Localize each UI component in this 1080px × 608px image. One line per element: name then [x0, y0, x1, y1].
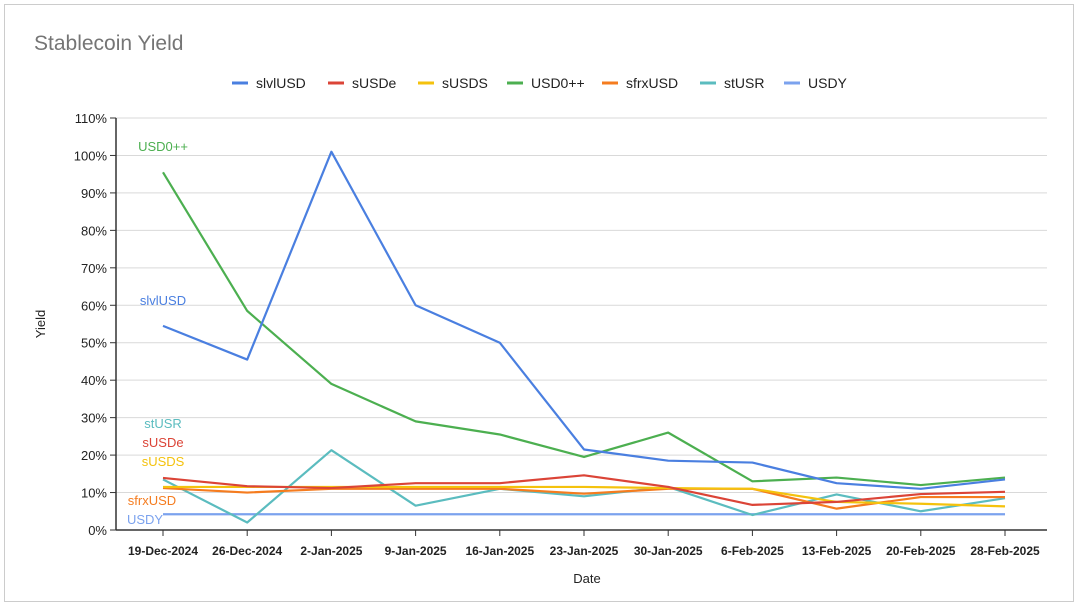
x-tick-label: 13-Feb-2025 — [802, 544, 872, 558]
annotation-USDY: USDY — [127, 512, 163, 527]
x-tick-label: 2-Jan-2025 — [300, 544, 362, 558]
x-axis-label: Date — [573, 571, 600, 586]
legend-label-USDY: USDY — [808, 75, 848, 91]
chart-title: Stablecoin Yield — [34, 32, 184, 55]
annotation-stUSR: stUSR — [144, 416, 182, 431]
y-tick-label: 90% — [81, 186, 107, 201]
y-tick-label: 40% — [81, 373, 107, 388]
x-tick-label: 16-Jan-2025 — [465, 544, 534, 558]
annotation-sUSDe: sUSDe — [142, 435, 183, 450]
annotation-sUSDS: sUSDS — [142, 454, 185, 469]
annotation-USD0++: USD0++ — [138, 139, 188, 154]
y-tick-label: 50% — [81, 336, 107, 351]
y-tick-label: 20% — [81, 448, 107, 463]
legend-label-slvlUSD: slvlUSD — [256, 75, 306, 91]
x-tick-label: 30-Jan-2025 — [634, 544, 703, 558]
y-tick-label: 70% — [81, 261, 107, 276]
x-tick-label: 19-Dec-2024 — [128, 544, 198, 558]
annotation-slvlUSD: slvlUSD — [140, 293, 186, 308]
legend-label-sUSDS: sUSDS — [442, 75, 488, 91]
y-tick-label: 80% — [81, 223, 107, 238]
x-tick-label: 20-Feb-2025 — [886, 544, 956, 558]
x-tick-label: 26-Dec-2024 — [212, 544, 282, 558]
y-tick-label: 100% — [74, 148, 108, 163]
y-tick-label: 10% — [81, 486, 107, 501]
x-tick-label: 23-Jan-2025 — [550, 544, 619, 558]
x-tick-label: 6-Feb-2025 — [721, 544, 784, 558]
x-tick-label: 28-Feb-2025 — [970, 544, 1040, 558]
legend-label-stUSR: stUSR — [724, 75, 764, 91]
series-line-slvlUSD — [162, 150, 1006, 490]
chart-frame — [4, 4, 1074, 602]
y-tick-label: 110% — [75, 111, 108, 126]
series-line-USD0++ — [162, 171, 1006, 487]
y-tick-label: 60% — [81, 298, 107, 313]
annotation-sfrxUSD: sfrxUSD — [128, 493, 176, 508]
y-tick-label: 30% — [81, 411, 107, 426]
legend-label-sfrxUSD: sfrxUSD — [626, 75, 678, 91]
legend-label-USD0++: USD0++ — [531, 75, 585, 91]
y-tick-label: 0% — [88, 523, 107, 538]
legend-label-sUSDe: sUSDe — [352, 75, 397, 91]
x-tick-label: 9-Jan-2025 — [385, 544, 447, 558]
y-axis-label: Yield — [33, 310, 48, 338]
